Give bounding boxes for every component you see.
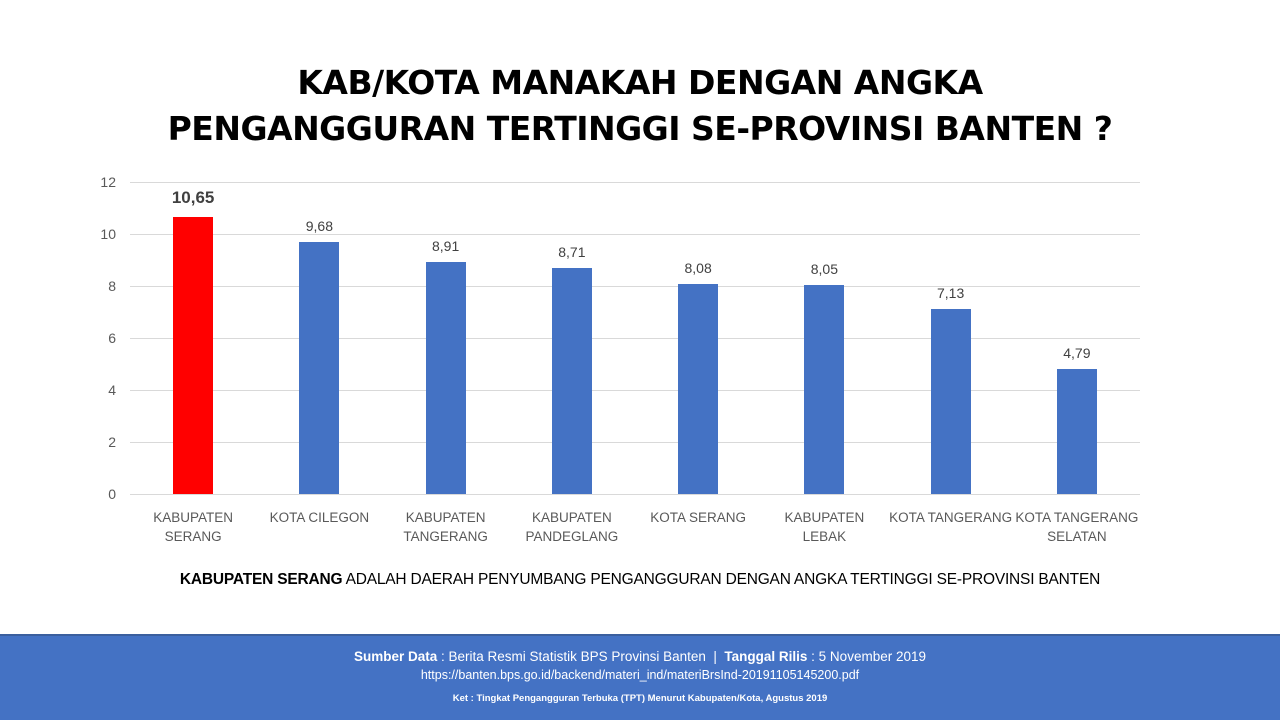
x-tick-label: KOTA TANGERANG [889, 510, 1013, 525]
caption-highlight: KABUPATEN SERANG [179, 571, 343, 588]
gridline [130, 182, 1140, 183]
source-label: Sumber Data [354, 649, 438, 664]
gridline [130, 234, 1140, 235]
data-label: 8,91 [432, 238, 460, 255]
title-line-1: KAB/KOTA MANAKAH DENGAN ANGKA [297, 63, 983, 102]
data-label: 9,68 [305, 218, 333, 235]
x-tick-label: KABUPATEN TANGERANG [403, 510, 488, 544]
bar [678, 283, 719, 494]
bar [930, 308, 971, 494]
gridline [130, 338, 1140, 339]
data-label: 10,65 [171, 188, 215, 208]
x-tick-label: KABUPATEN SERANG [153, 510, 234, 544]
release-label: Tanggal Rilis [724, 649, 808, 664]
y-tick-label: 2 [108, 434, 116, 450]
gridline [130, 390, 1140, 391]
chart-caption: KABUPATEN SERANG ADALAH DAERAH PENYUMBAN… [0, 571, 1280, 589]
gridline [130, 494, 1140, 495]
slide-title: KAB/KOTA MANAKAH DENGAN ANGKA PENGANGGUR… [0, 60, 1280, 152]
data-label: 4,79 [1063, 345, 1091, 362]
bar [551, 267, 592, 494]
y-tick-label: 10 [100, 226, 116, 242]
y-tick-label: 8 [108, 278, 116, 294]
y-tick-label: 12 [100, 174, 116, 190]
caption-text: ADALAH DAERAH PENYUMBANG PENGANGGURAN DE… [342, 571, 1101, 588]
data-label: 7,13 [937, 284, 965, 301]
x-tick-label: KOTA TANGERANG SELATAN [1015, 510, 1139, 544]
data-label: 8,71 [558, 243, 586, 260]
release-value: : 5 November 2019 [807, 649, 926, 664]
source-url: https://banten.bps.go.id/backend/materi_… [420, 668, 860, 682]
y-tick-label: 6 [108, 330, 116, 346]
gridline [130, 286, 1140, 287]
bar [804, 284, 845, 494]
data-label: 8,05 [810, 260, 838, 277]
x-tick-label: KOTA CILEGON [269, 510, 370, 525]
bar [1056, 369, 1097, 494]
bar [173, 217, 214, 494]
bar [425, 262, 466, 494]
x-tick-label: KABUPATEN LEBAK [784, 510, 865, 544]
x-tick-label: KOTA SERANG [650, 510, 747, 525]
footer-band: Sumber Data : Berita Resmi Statistik BPS… [0, 634, 1280, 720]
title-line-2: PENGANGGURAN TERTINGGI SE-PROVINSI BANTE… [167, 109, 1113, 148]
bar-chart: 0 2 4 6 8 10 12 10,65 KABUPATEN SERANG 9,68 KOTA C… [100, 174, 1140, 544]
y-tick-label: 4 [108, 382, 116, 398]
gridline [130, 442, 1140, 443]
x-tick-label: KABUPATEN PANDEGLANG [525, 510, 619, 544]
footer-note: Ket : Tingkat Pengangguran Terbuka (TPT)… [452, 693, 828, 704]
bar [299, 242, 340, 494]
source-value: : Berita Resmi Statistik BPS Provinsi Ba… [437, 649, 725, 664]
y-tick-label: 0 [108, 486, 116, 502]
footer-source-line: Sumber Data : Berita Resmi Statistik BPS… [0, 648, 1280, 666]
data-label: 8,08 [684, 259, 712, 276]
